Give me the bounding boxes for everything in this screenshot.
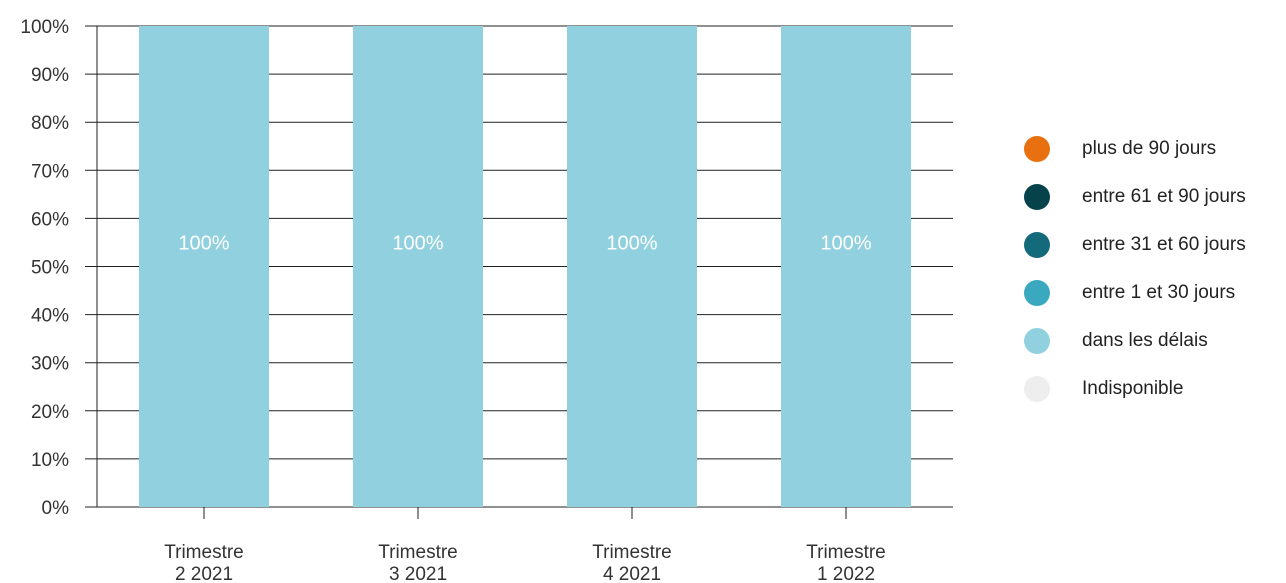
legend-item: entre 31 et 60 jours [1024,221,1286,269]
legend-item: entre 61 et 90 jours [1024,173,1286,221]
y-tick-label: 40% [31,306,69,327]
legend-swatch [1024,232,1050,258]
legend-swatch [1024,328,1050,354]
x-category-label: Trimestre [592,542,672,563]
legend-swatch [1024,184,1050,210]
legend-label: Indisponible [1082,378,1184,399]
legend-swatch [1024,280,1050,306]
y-tick-label: 0% [42,498,70,519]
x-category-label: Trimestre [164,542,244,563]
y-tick-label: 30% [31,354,69,375]
x-category-label: 3 2021 [389,564,447,583]
x-category-label: Trimestre [806,542,886,563]
y-tick-label: 20% [31,402,69,423]
bar-segment [781,26,911,507]
x-category-label: 1 2022 [817,564,875,583]
legend-item: Indisponible [1024,365,1286,413]
legend-label: dans les délais [1082,330,1208,351]
y-tick-label: 50% [31,258,69,279]
bar-segment [567,26,697,507]
legend-label: entre 31 et 60 jours [1082,234,1246,255]
y-tick-label: 10% [31,450,69,471]
legend-item: plus de 90 jours [1024,125,1286,173]
bar-segment [353,26,483,507]
legend-label: entre 61 et 90 jours [1082,186,1246,207]
axes [96,26,847,519]
legend-item: dans les délais [1024,317,1286,365]
y-tick-label: 80% [31,113,69,134]
y-axis-tick-labels: 0% 10% 20% 30% 40% 50% 60% 70% 80% 90% 100% [20,17,69,519]
data-label: 100% [178,233,229,255]
bars [139,26,911,507]
x-category-label: Trimestre [378,542,458,563]
y-tick-label: 60% [31,209,69,230]
data-label: 100% [606,233,657,255]
data-label: 100% [392,233,443,255]
y-tick-label: 90% [31,65,69,86]
legend-item: entre 1 et 30 jours [1024,269,1286,317]
bar-segment [139,26,269,507]
legend: plus de 90 jours entre 61 et 90 jours entr… [1024,125,1286,413]
y-tick-label: 70% [31,161,69,182]
legend-label: plus de 90 jours [1082,138,1217,159]
x-category-label: 4 2021 [603,564,661,583]
legend-label: entre 1 et 30 jours [1082,282,1236,303]
data-label: 100% [820,233,871,255]
x-category-label: 2 2021 [175,564,233,583]
legend-swatch [1024,136,1050,162]
legend-swatch [1024,376,1050,402]
y-tick-label: 100% [20,17,69,38]
data-labels: 100% 100% 100% 100% [178,233,871,255]
